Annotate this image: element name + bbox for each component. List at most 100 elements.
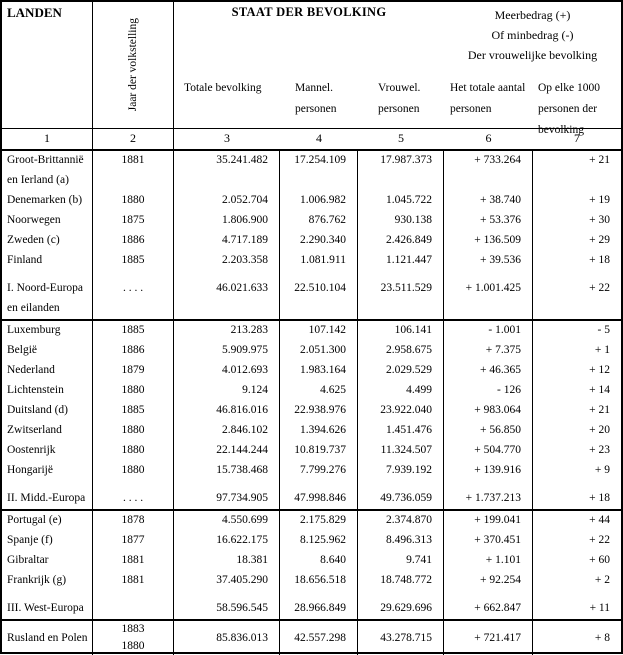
vrouwel-cell: 17.987.373 [358,151,444,171]
landen-cell: Gibraltar [2,551,93,571]
table-row: I. Noord-Europa. . . . 46.021.633 22.510.1… [2,279,621,299]
jaar-cell [93,481,174,489]
column-number: 1 [2,129,93,149]
per1000-cell: + 14 [589,384,610,396]
label-line: Totale bevolking [184,82,262,94]
aantal-cell: - 1.001 [444,321,533,341]
table-row: Frankrijk (g) 1881 37.405.290 18.656.518 18.… [2,571,621,591]
aantal-cell: + 139.916 [444,461,533,481]
mannel-cell: 8.125.962 [280,531,358,551]
landen-cell: Frankrijk (g) [2,571,93,591]
meerbedrag-title: Meerbedrag (+) Of minbedrag (-) Der vrou… [444,5,621,65]
totale-cell: 46.021.633 [174,279,280,299]
aantal-cell: + 733.264 [444,151,533,171]
landen-cell [2,591,93,599]
mannel-cell: 22.938.976 [280,401,358,421]
table-row: Finland 1885 2.203.358 1.081.911 1.121.447 + … [2,251,621,271]
per1000-cell: + 1 [594,344,610,356]
label-line: personen [450,103,492,115]
landen-cell: Groot-Brittannië [2,151,93,171]
per1000-cell: + 21 [589,404,610,416]
header-totale-bevolking: Totale bevolking [174,78,280,120]
table-row: III. West-Europa 58.596.545 28.966.849 29.6… [2,599,621,619]
landen-cell: Denemarken (b) [2,191,93,211]
mannel-cell: 4.625 [280,381,358,401]
table-row: Oostenrijk 1880 22.144.244 10.819.737 11.324… [2,441,621,461]
per1000-cell [533,271,621,279]
per1000-cell: - 5 [597,324,610,336]
per1000-cell: + 19 [589,194,610,206]
aantal-cell: + 1.101 [444,551,533,571]
mannel-cell: 17.254.109 [280,151,358,171]
aantal-cell: + 983.064 [444,401,533,421]
totale-cell: 35.241.482 [174,151,280,171]
vrouwel-cell: 930.138 [358,211,444,231]
jaar-cell: 1880 [93,421,174,441]
totale-cell [174,591,280,599]
vrouwel-cell: 1.045.722 [358,191,444,211]
totale-cell: 5.909.975 [174,341,280,361]
label-line: personen [378,103,420,115]
aantal-cell: + 199.041 [444,511,533,531]
jaar-cell: 1880 [93,381,174,401]
jaar-cell: . . . . [93,489,174,509]
jaar-cell: 1881 [93,151,174,171]
landen-cell: en Ierland (a) [2,171,93,191]
meerbedrag-line: Of minbedrag (-) [491,28,574,42]
jaar-cell [93,299,174,319]
mannel-cell: 1.983.164 [280,361,358,381]
landen-cell: Rusland en Polen [2,621,93,655]
mannel-cell: 28.966.849 [280,599,358,619]
vrouwel-cell: 2.426.849 [358,231,444,251]
label-line: bevolking [538,124,584,136]
landen-cell: Oostenrijk [2,441,93,461]
aantal-cell [444,271,533,279]
landen-cell: III. West-Europa [2,599,93,619]
jaar-cell: 1880 [93,191,174,211]
aantal-cell [444,171,533,191]
per1000-cell [533,171,621,191]
vrouwel-cell: 49.736.059 [358,489,444,509]
jaar-cell: 1885 [93,251,174,271]
table-row: Lichtenstein 1880 9.124 4.625 4.499- 126 + 14 [2,381,621,401]
header-het-totale-aantal: Het totale aantal personen [444,78,533,141]
aantal-cell [444,299,533,319]
table-body: Groot-Brittannië 1881 35.241.482 17.254.109… [2,151,621,655]
aantal-cell: + 136.509 [444,231,533,251]
vrouwel-cell: 1.451.476 [358,421,444,441]
jaar-cell: 1886 [93,231,174,251]
jaar-cell [93,599,174,619]
mannel-cell: 7.799.276 [280,461,358,481]
totale-cell: 4.012.693 [174,361,280,381]
aantal-cell: + 1.737.213 [444,489,533,509]
vrouwel-cell [358,171,444,191]
totale-cell: 97.734.905 [174,489,280,509]
per1000-cell: + 20 [589,424,610,436]
totale-cell: 2.846.102 [174,421,280,441]
per1000-cell: + 29 [589,234,610,246]
landen-cell: Zweden (c) [2,231,93,251]
totale-cell [174,171,280,191]
header-landen: LANDEN [2,2,93,128]
mannel-cell: 2.175.829 [280,511,358,531]
totale-cell: 1.806.900 [174,211,280,231]
mannel-cell [280,171,358,191]
per1000-cell: + 2 [594,574,610,586]
jaar-cell: 1875 [93,211,174,231]
table-header: LANDEN Jaar der volkstelling STAAT DER B… [2,2,621,136]
vrouwel-cell: 9.741 [358,551,444,571]
per1000-cell: + 30 [589,214,610,226]
mannel-cell [280,481,358,489]
vrouwel-cell: 1.121.447 [358,251,444,271]
landen-cell: Nederland [2,361,93,381]
totale-cell: 15.738.468 [174,461,280,481]
table-row: Zwitserland 1880 2.846.102 1.394.626 1.451.4… [2,421,621,441]
vrouwel-cell: 4.499 [358,381,444,401]
aantal-cell: + 53.376 [444,211,533,231]
column-number: 4 [316,131,322,145]
totale-cell: 4.717.189 [174,231,280,251]
jaar-cell: 1877 [93,531,174,551]
totale-cell: 4.550.699 [174,511,280,531]
header-vrouwel-personen: Vrouwel. personen [358,78,444,120]
vrouwel-cell: 2.374.870 [358,511,444,531]
